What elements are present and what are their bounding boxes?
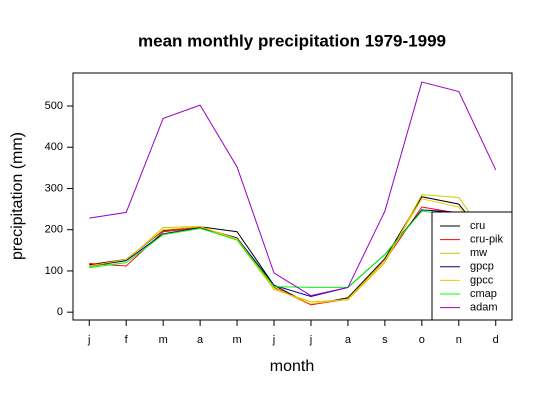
series-line [89,81,497,297]
x-tick-label: a [345,334,352,346]
y-tick-label: 100 [45,265,63,277]
x-tick-label: d [493,334,499,346]
x-tick-label: n [456,334,462,346]
x-axis-label: month [270,358,314,375]
y-axis-label: precipitation (mm) [9,132,26,260]
legend-label: cru-pik [470,234,504,246]
y-tick-label: 400 [45,141,63,153]
x-tick-label: o [419,334,425,346]
y-tick-label: 0 [57,306,63,318]
series-line [89,198,497,305]
series-line [89,209,497,298]
chart-title: mean monthly precipitation 1979-1999 [138,31,446,50]
legend-label: mw [470,247,487,259]
legend-label: cmap [470,288,497,300]
legend-label: adam [470,302,498,314]
x-tick-label: j [309,334,312,346]
y-tick-label: 200 [45,224,63,236]
x-tick-label: f [125,334,129,346]
legend-label: cru [470,220,485,232]
plot-frame [72,72,513,321]
legend-label: gpcc [470,274,494,286]
y-tick-label: 300 [45,182,63,194]
series-line [89,210,497,288]
x-tick-label: m [232,334,241,346]
x-tick-label: a [197,334,204,346]
x-tick-label: j [87,334,90,346]
legend-box [431,211,513,321]
x-tick-label: m [159,334,168,346]
series-line [89,196,497,306]
x-tick-label: s [382,334,388,346]
y-tick-label: 500 [45,100,63,112]
legend-label: gpcp [470,261,494,273]
x-tick-label: j [272,334,275,346]
